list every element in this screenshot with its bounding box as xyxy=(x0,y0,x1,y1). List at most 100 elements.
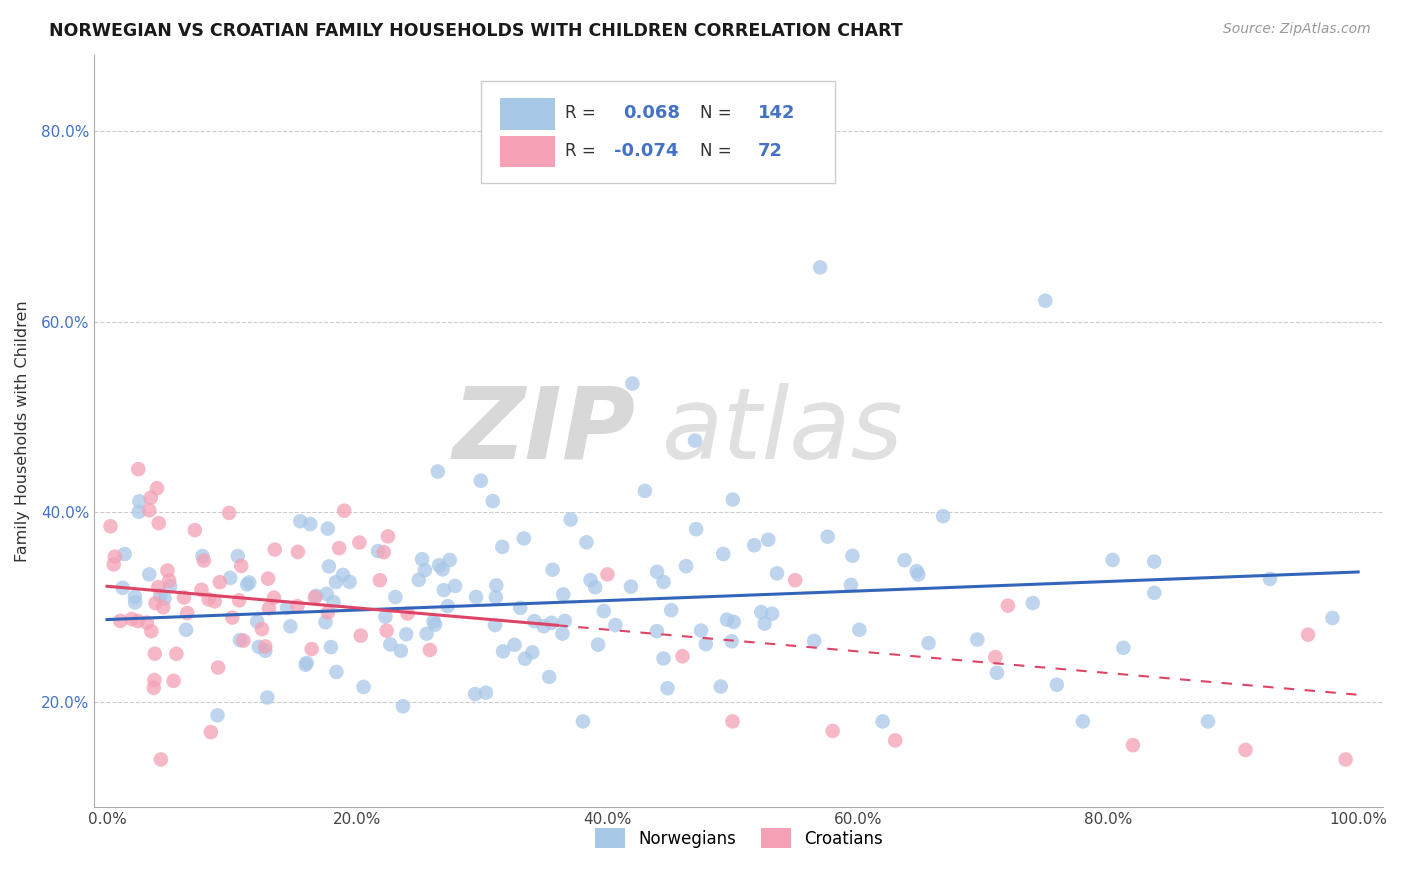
Point xyxy=(671,649,693,664)
Point xyxy=(427,558,450,573)
Point xyxy=(128,494,150,508)
Point xyxy=(316,522,339,536)
Point xyxy=(575,535,598,549)
Point xyxy=(645,624,668,639)
Point xyxy=(218,506,240,520)
Point xyxy=(314,615,336,630)
Point xyxy=(690,624,713,638)
Point xyxy=(533,619,555,633)
Text: N =: N = xyxy=(700,142,731,160)
Point xyxy=(127,462,149,476)
Point xyxy=(377,529,399,543)
Point xyxy=(465,590,488,604)
Point xyxy=(572,714,595,729)
Point xyxy=(1258,572,1281,586)
Point xyxy=(396,607,419,621)
Legend: Norwegians, Croatians: Norwegians, Croatians xyxy=(588,822,890,855)
Point xyxy=(596,567,619,582)
Point xyxy=(152,600,174,615)
Text: Source: ZipAtlas.com: Source: ZipAtlas.com xyxy=(1223,22,1371,37)
Point xyxy=(905,564,928,578)
Point xyxy=(560,512,582,526)
Point xyxy=(384,590,406,604)
Point xyxy=(318,559,340,574)
Point xyxy=(138,503,160,517)
Point xyxy=(583,580,606,594)
Point xyxy=(287,599,309,614)
Text: atlas: atlas xyxy=(661,383,903,480)
Point xyxy=(986,665,1008,680)
Point xyxy=(415,626,437,640)
FancyBboxPatch shape xyxy=(481,81,835,183)
Point xyxy=(481,494,503,508)
Point xyxy=(127,614,149,628)
Point xyxy=(513,651,536,665)
Point xyxy=(553,587,575,601)
Point xyxy=(484,618,506,632)
Point xyxy=(1071,714,1094,729)
Point xyxy=(250,622,273,636)
Point xyxy=(766,566,789,581)
Point xyxy=(422,615,444,629)
Point xyxy=(350,629,373,643)
Point xyxy=(294,657,316,672)
Point xyxy=(721,714,744,729)
Point xyxy=(263,591,285,605)
Point xyxy=(143,647,166,661)
Point xyxy=(413,563,436,577)
Point xyxy=(148,516,170,530)
Point xyxy=(103,558,125,572)
Text: R =: R = xyxy=(565,142,596,160)
Point xyxy=(325,665,347,679)
Point xyxy=(257,572,280,586)
Point xyxy=(257,601,280,615)
Point xyxy=(872,714,894,729)
Point xyxy=(316,606,339,620)
Point xyxy=(392,699,415,714)
Point xyxy=(110,614,132,628)
Point xyxy=(375,624,398,638)
Text: ZIP: ZIP xyxy=(453,383,636,480)
Point xyxy=(475,686,498,700)
Point xyxy=(197,592,219,607)
Point xyxy=(221,610,243,624)
Point xyxy=(503,638,526,652)
Point xyxy=(711,547,734,561)
Point xyxy=(276,600,298,615)
Point xyxy=(803,634,825,648)
Point xyxy=(301,642,323,657)
Text: 72: 72 xyxy=(758,142,783,160)
Point xyxy=(848,623,870,637)
Point xyxy=(374,609,396,624)
Point xyxy=(176,606,198,620)
Point xyxy=(1322,611,1344,625)
Point xyxy=(124,590,146,604)
Point xyxy=(586,638,609,652)
Point xyxy=(228,593,250,607)
Point xyxy=(485,590,508,604)
Point xyxy=(135,615,157,630)
Point xyxy=(328,541,350,555)
Point xyxy=(685,522,707,536)
Point xyxy=(305,589,328,603)
Point xyxy=(509,600,531,615)
Point xyxy=(554,614,576,628)
Point xyxy=(219,571,242,585)
Point xyxy=(159,579,181,593)
Point xyxy=(645,565,668,579)
Point xyxy=(142,681,165,695)
Point xyxy=(287,545,309,559)
Point xyxy=(145,596,167,610)
Point xyxy=(256,690,278,705)
Point xyxy=(254,640,277,654)
Point xyxy=(174,623,197,637)
Point xyxy=(841,549,863,563)
Point xyxy=(104,549,127,564)
Point xyxy=(621,376,644,391)
Point xyxy=(157,574,180,588)
Point xyxy=(299,517,322,532)
Point xyxy=(884,733,907,747)
Point xyxy=(254,644,277,658)
Point xyxy=(325,575,347,590)
Point xyxy=(200,725,222,739)
